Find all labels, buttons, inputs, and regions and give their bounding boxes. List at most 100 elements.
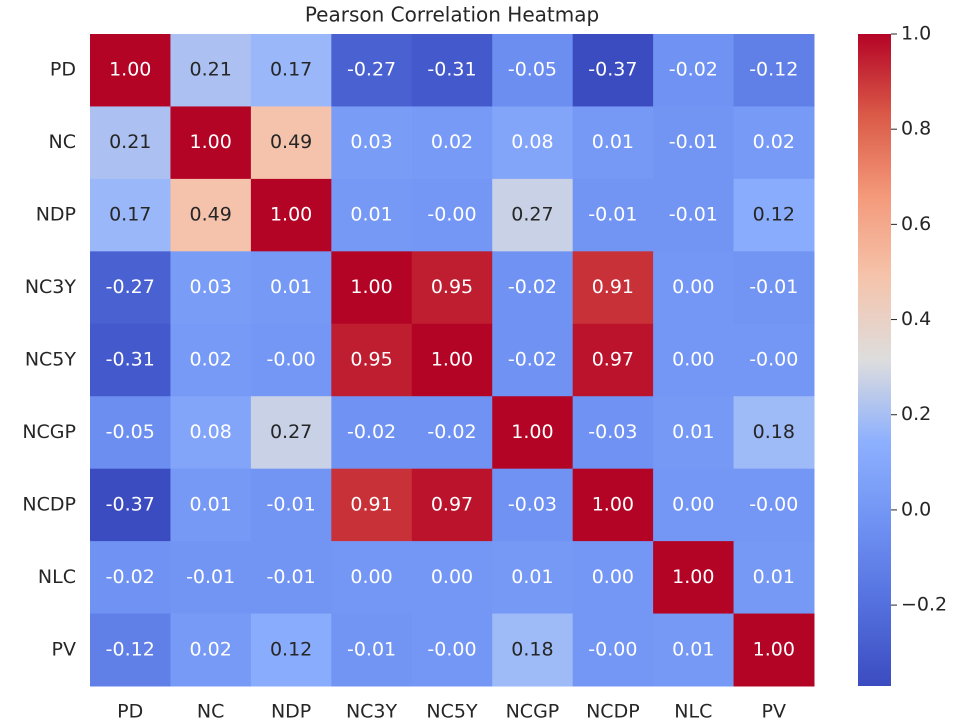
- cell-label: 0.27: [511, 204, 553, 226]
- cell-label: -0.02: [427, 421, 476, 443]
- heatmap-cell: [411, 613, 493, 687]
- cell-label: 1.00: [511, 421, 553, 443]
- heatmap-cell: [492, 468, 574, 542]
- cell-label: 0.02: [431, 131, 473, 153]
- heatmap-cell: [90, 468, 171, 542]
- heatmap-cell: [733, 613, 815, 687]
- heatmap-cell: [492, 251, 574, 325]
- cell-label: 0.95: [350, 349, 392, 371]
- cell-label: 0.00: [672, 276, 714, 298]
- cell-label: -0.00: [267, 349, 316, 371]
- cell-label: -0.00: [427, 204, 476, 226]
- cell-label: 0.91: [592, 276, 634, 298]
- heatmap-cell: [492, 541, 574, 615]
- cell-label: -0.01: [347, 638, 396, 660]
- heatmap-cell: [411, 34, 493, 107]
- heatmap-cell: [170, 613, 252, 687]
- heatmap-cell: [90, 323, 171, 397]
- cell-label: 0.12: [270, 638, 312, 660]
- x-tick-label: NC: [197, 701, 224, 723]
- cell-label: -0.27: [106, 276, 155, 298]
- cell-label: 0.03: [350, 131, 392, 153]
- cell-label: -0.01: [749, 276, 798, 298]
- heatmap-cell: [733, 323, 815, 397]
- heatmap-cell: [572, 541, 654, 615]
- heatmap-cell: [170, 178, 252, 252]
- heatmap-cell: [250, 178, 332, 252]
- colorbar-tick-label: −0.2: [901, 594, 947, 616]
- heatmap-cell: [170, 541, 252, 615]
- cell-label: -0.05: [508, 59, 557, 81]
- cell-label: 0.18: [753, 421, 795, 443]
- cell-label: 0.27: [270, 421, 312, 443]
- heatmap-cell: [90, 541, 171, 615]
- cell-label: -0.02: [347, 421, 396, 443]
- cell-label: -0.12: [749, 59, 798, 81]
- y-tick-label: NC: [49, 131, 76, 153]
- heatmap-cell: [170, 468, 252, 542]
- heatmap-cell: [411, 178, 493, 252]
- cell-label: 0.02: [190, 349, 232, 371]
- heatmap-cell: [572, 178, 654, 252]
- heatmap-cell: [331, 178, 413, 252]
- cell-label: 0.95: [431, 276, 473, 298]
- heatmap-cell: [90, 178, 171, 252]
- x-tick-label: PD: [117, 701, 143, 723]
- heatmap-cell: [572, 106, 654, 180]
- heatmap-cell: [492, 613, 574, 687]
- cell-label: -0.00: [427, 638, 476, 660]
- heatmap-cell: [411, 323, 493, 397]
- cell-label: 0.01: [753, 566, 795, 588]
- cell-label: 0.01: [350, 204, 392, 226]
- heatmap-cell: [170, 34, 252, 107]
- cell-label: -0.12: [106, 638, 155, 660]
- cell-label: 0.97: [592, 349, 634, 371]
- heatmap-cell: [492, 323, 574, 397]
- heatmap-cell: [411, 541, 493, 615]
- colorbar-tick-label: 0.6: [901, 213, 931, 235]
- heatmap-cell: [572, 613, 654, 687]
- y-tick-label: NC3Y: [25, 276, 77, 298]
- cell-label: 0.00: [672, 349, 714, 371]
- cell-label: 1.00: [109, 59, 151, 81]
- x-tick-label: NLC: [674, 701, 712, 723]
- cell-label: -0.01: [267, 566, 316, 588]
- heatmap-cell: [331, 613, 413, 687]
- heatmap-cell: [653, 613, 735, 687]
- cell-label: 0.03: [190, 276, 232, 298]
- cell-label: -0.00: [749, 349, 798, 371]
- cell-label: 0.02: [753, 131, 795, 153]
- cell-label: 1.00: [350, 276, 392, 298]
- cell-label: 0.12: [753, 204, 795, 226]
- heatmap-cell: [492, 34, 574, 107]
- heatmap-cell: [411, 251, 493, 325]
- heatmap-cell: [331, 323, 413, 397]
- cell-label: -0.01: [267, 493, 316, 515]
- heatmap-cell: [331, 468, 413, 542]
- cell-label: -0.02: [669, 59, 718, 81]
- cell-label: 1.00: [431, 349, 473, 371]
- heatmap-cell: [653, 106, 735, 180]
- cell-label: 0.17: [270, 59, 312, 81]
- heatmap-cell: [492, 106, 574, 180]
- cell-label: 0.21: [109, 131, 151, 153]
- cell-label: -0.01: [669, 204, 718, 226]
- cell-label: 0.49: [190, 204, 232, 226]
- heatmap-cell: [733, 468, 815, 542]
- cell-label: -0.02: [106, 566, 155, 588]
- cell-label: -0.03: [588, 421, 637, 443]
- heatmap-cell: [331, 251, 413, 325]
- heatmap-cell: [411, 106, 493, 180]
- heatmap-cell: [572, 323, 654, 397]
- cell-label: 0.21: [190, 59, 232, 81]
- cell-label: -0.05: [106, 421, 155, 443]
- heatmap-cell: [90, 396, 171, 470]
- x-tick-label: PV: [762, 701, 786, 723]
- heatmap-cell: [653, 396, 735, 470]
- y-tick-label: NCDP: [22, 493, 76, 515]
- heatmap-cell: [572, 34, 654, 107]
- heatmap-cell: [250, 34, 332, 107]
- cell-label: 0.01: [190, 493, 232, 515]
- cell-label: 0.18: [511, 638, 553, 660]
